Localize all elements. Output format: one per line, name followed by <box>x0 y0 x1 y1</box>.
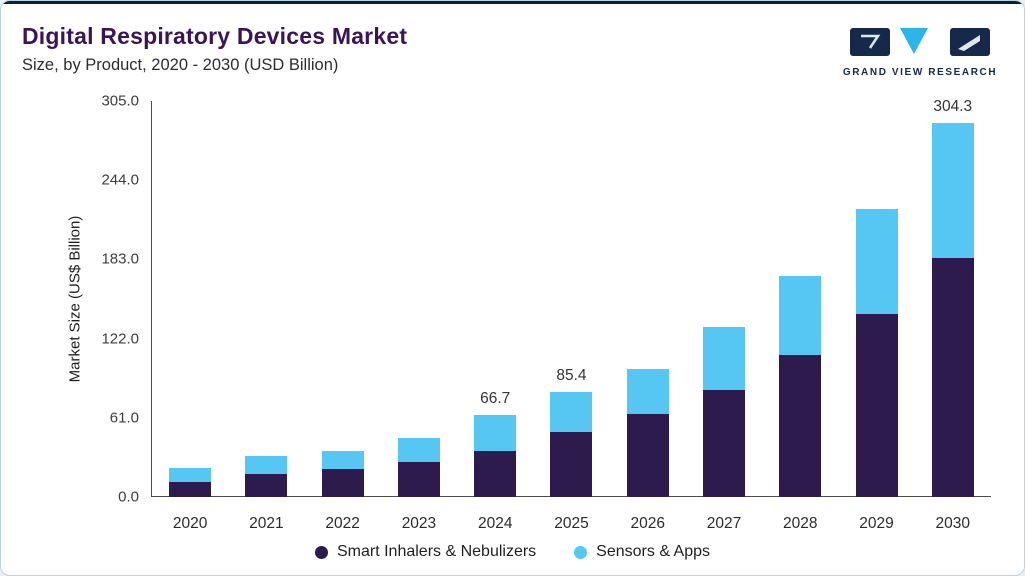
y-tick-label: 305.0 <box>101 92 139 110</box>
bar-stack <box>779 275 822 497</box>
legend: Smart Inhalers & Nebulizers Sensors & App… <box>1 543 1024 561</box>
y-tick-label: 122.0 <box>101 330 139 348</box>
bar-segment-sensors-apps <box>169 467 212 482</box>
x-tick-label: 2028 <box>783 515 818 532</box>
bar-column: 2021 <box>228 101 304 532</box>
grand-view-research-logo: GRAND VIEW RESEARCH <box>842 27 998 78</box>
bar-column: 66.7 2024 <box>457 101 533 532</box>
x-tick-label: 2026 <box>630 515 665 532</box>
legend-label: Sensors & Apps <box>596 543 711 560</box>
bar-column: 85.4 2025 <box>533 101 609 532</box>
bar-stack <box>474 414 517 497</box>
bar-segment-sensors-apps <box>855 208 898 314</box>
y-axis-ticks: 0.0 61.0 122.0 183.0 244.0 305.0 <box>51 93 139 506</box>
bar-column: 2029 <box>838 101 914 532</box>
bar-stack <box>931 122 974 497</box>
legend-label: Smart Inhalers & Nebulizers <box>336 543 537 560</box>
bar-segment-smart-inhalers-nebulizers <box>626 414 669 497</box>
legend-swatch-sensors-apps <box>574 545 588 559</box>
bar-segment-smart-inhalers-nebulizers <box>321 468 364 497</box>
bar-stack <box>702 326 745 497</box>
x-tick-label: 2024 <box>477 515 513 532</box>
bar-stack <box>245 455 288 497</box>
x-tick-label: 2023 <box>401 515 437 532</box>
legend-swatch-smart-inhalers-nebulizers <box>314 545 328 559</box>
bar-stack <box>169 467 212 497</box>
bar-value-label: 304.3 <box>933 97 973 115</box>
x-tick-label: 2027 <box>706 515 742 532</box>
bar-segment-smart-inhalers-nebulizers <box>245 474 288 497</box>
plot-columns: 2020 2021 2022 2023 66.7 2024 85.4 2025 2026 2027… <box>152 98 991 532</box>
bar-segment-smart-inhalers-nebulizers <box>550 431 593 497</box>
bar-segment-smart-inhalers-nebulizers <box>397 461 440 497</box>
bar-segment-sensors-apps <box>245 455 288 475</box>
bar-stack <box>855 208 898 497</box>
bar-segment-sensors-apps <box>779 275 822 355</box>
chart-subtitle: Size, by Product, 2020 - 2030 (USD Billi… <box>22 56 339 74</box>
chart-title: Digital Respiratory Devices Market <box>22 23 408 49</box>
bar-column: 2023 <box>381 101 457 532</box>
y-tick-label: 61.0 <box>109 409 139 427</box>
x-tick-label: 2029 <box>859 515 894 532</box>
bar-segment-sensors-apps <box>321 451 364 469</box>
bar-segment-smart-inhalers-nebulizers <box>931 257 974 497</box>
bar-stack <box>321 451 364 497</box>
bar-segment-smart-inhalers-nebulizers <box>779 354 822 497</box>
bar-segment-smart-inhalers-nebulizers <box>169 482 212 497</box>
grand-view-research-logo-icon <box>850 27 990 62</box>
bar-segment-sensors-apps <box>931 122 974 258</box>
bar-stack <box>397 437 440 497</box>
bar-segment-sensors-apps <box>474 414 517 452</box>
bar-value-label: 66.7 <box>480 389 511 407</box>
bar-segment-sensors-apps <box>702 326 745 390</box>
bar-stack <box>550 391 593 497</box>
bar-stack <box>626 369 669 497</box>
legend-item-smart-inhalers-nebulizers: Smart Inhalers & Nebulizers <box>314 543 537 561</box>
bar-column: 2026 <box>610 101 686 532</box>
chart-header: Digital Respiratory Devices Market Size,… <box>22 23 407 75</box>
x-tick-label: 2022 <box>325 515 360 532</box>
bar-column: 304.3 2030 <box>915 98 991 532</box>
bar-segment-sensors-apps <box>626 369 669 414</box>
grand-view-research-logo-text: GRAND VIEW RESEARCH <box>842 67 998 78</box>
top-accent-bar <box>1 1 1024 4</box>
bar-column: 2028 <box>762 101 838 532</box>
x-tick-label: 2030 <box>935 515 971 532</box>
y-tick-label: 0.0 <box>118 488 139 506</box>
bar-column: 2022 <box>305 101 381 532</box>
y-tick-label: 183.0 <box>101 250 139 268</box>
x-tick-label: 2020 <box>172 515 208 532</box>
bar-segment-sensors-apps <box>397 437 440 462</box>
bar-segment-smart-inhalers-nebulizers <box>474 451 517 497</box>
bar-segment-smart-inhalers-nebulizers <box>702 389 745 497</box>
bar-column: 2020 <box>152 101 228 532</box>
legend-item-sensors-apps: Sensors & Apps <box>574 543 710 561</box>
y-tick-label: 244.0 <box>101 171 139 189</box>
x-tick-label: 2025 <box>554 515 589 532</box>
bar-value-label: 85.4 <box>556 366 587 384</box>
x-tick-label: 2021 <box>249 515 284 532</box>
bar-segment-sensors-apps <box>550 391 593 432</box>
bar-column: 2027 <box>686 101 762 532</box>
bar-segment-smart-inhalers-nebulizers <box>855 313 898 497</box>
